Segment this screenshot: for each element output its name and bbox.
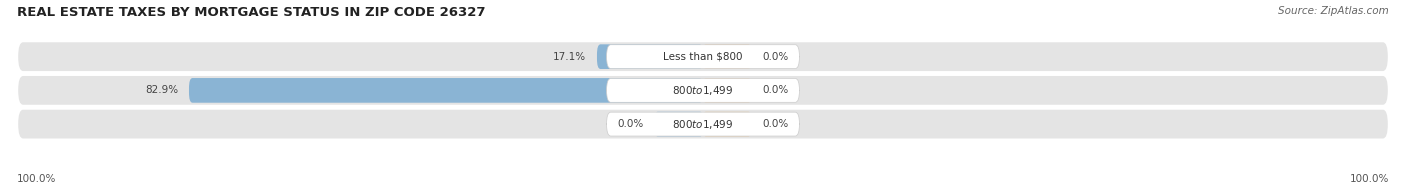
Text: 0.0%: 0.0%	[762, 85, 789, 95]
FancyBboxPatch shape	[18, 42, 1388, 71]
Text: 82.9%: 82.9%	[145, 85, 179, 95]
FancyBboxPatch shape	[655, 112, 703, 136]
Text: Less than $800: Less than $800	[664, 52, 742, 62]
FancyBboxPatch shape	[188, 78, 703, 103]
FancyBboxPatch shape	[606, 112, 800, 136]
FancyBboxPatch shape	[598, 44, 703, 69]
FancyBboxPatch shape	[606, 45, 800, 69]
Text: 0.0%: 0.0%	[617, 119, 644, 129]
Text: 0.0%: 0.0%	[762, 52, 789, 62]
Text: $800 to $1,499: $800 to $1,499	[672, 118, 734, 131]
Text: Source: ZipAtlas.com: Source: ZipAtlas.com	[1278, 6, 1389, 16]
FancyBboxPatch shape	[703, 44, 751, 69]
Text: 100.0%: 100.0%	[17, 174, 56, 184]
Text: REAL ESTATE TAXES BY MORTGAGE STATUS IN ZIP CODE 26327: REAL ESTATE TAXES BY MORTGAGE STATUS IN …	[17, 6, 485, 19]
Text: $800 to $1,499: $800 to $1,499	[672, 84, 734, 97]
FancyBboxPatch shape	[703, 78, 751, 103]
FancyBboxPatch shape	[606, 78, 800, 102]
FancyBboxPatch shape	[18, 76, 1388, 105]
FancyBboxPatch shape	[18, 110, 1388, 139]
FancyBboxPatch shape	[703, 112, 751, 136]
Text: 100.0%: 100.0%	[1350, 174, 1389, 184]
Text: 17.1%: 17.1%	[553, 52, 586, 62]
Text: 0.0%: 0.0%	[762, 119, 789, 129]
